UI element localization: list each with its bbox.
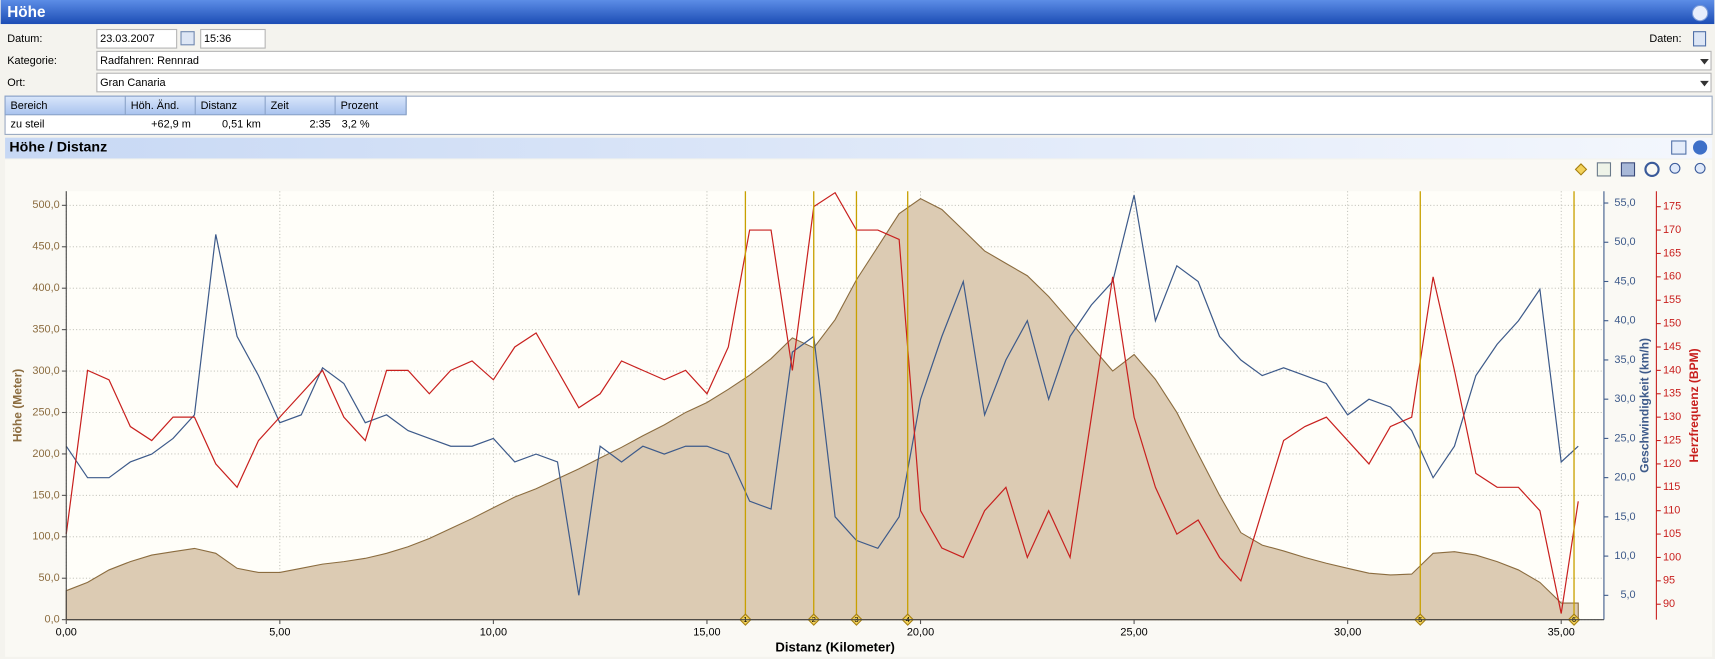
y2-tick-label: 15,0 <box>1614 511 1635 523</box>
line <box>65 191 1579 614</box>
y-tick-label: 350,0 <box>32 324 59 336</box>
table-cell: zu steil <box>11 118 45 130</box>
x-tick-label: 0,00 <box>56 627 77 639</box>
y-tick-label: 200,0 <box>32 448 59 460</box>
y2-tick-label: 50,0 <box>1614 236 1635 248</box>
y3-tick-label: 125 <box>1663 434 1681 446</box>
category-select[interactable] <box>96 50 1712 71</box>
chart-header <box>5 137 1713 159</box>
save-tool[interactable] <box>1620 162 1636 177</box>
y3-tick-label: 160 <box>1663 271 1681 283</box>
date-input[interactable] <box>96 28 178 49</box>
y-tick-label: 50,0 <box>38 572 59 584</box>
y3-tick-label: 170 <box>1663 224 1681 236</box>
y3-tick-label: 155 <box>1663 294 1681 306</box>
title-bar <box>0 0 1715 25</box>
place-value: Gran Canaria <box>100 77 166 89</box>
fit-tool[interactable] <box>1644 161 1660 178</box>
x-tick-label: 25,00 <box>1120 627 1147 639</box>
table-cell: 3,2 % <box>342 118 370 130</box>
y2-tick-label: 5,0 <box>1620 589 1635 601</box>
column-header: Distanz <box>201 100 237 112</box>
x-tick-label: 20,00 <box>907 627 934 639</box>
y2-tick-label: 40,0 <box>1614 315 1635 327</box>
y3-tick-label: 135 <box>1663 388 1681 400</box>
x-tick-label: 5,00 <box>269 627 290 639</box>
marker-tool[interactable] <box>1574 163 1588 176</box>
y3-tick-label: 90 <box>1663 598 1675 610</box>
x-tick-label: 30,00 <box>1334 627 1361 639</box>
y3-axis-title: Herzfrequenz (BPM) <box>1687 348 1701 462</box>
x-tick-label: 35,00 <box>1548 627 1575 639</box>
column-header: Zeit <box>271 100 289 112</box>
date-label: Datum: <box>7 33 42 45</box>
collapse-button[interactable] <box>1691 4 1709 22</box>
data-button[interactable] <box>1692 31 1707 47</box>
y-axis-title: Höhe (Meter) <box>10 369 24 442</box>
menu-button[interactable] <box>1692 140 1708 155</box>
y3-tick-label: 175 <box>1663 201 1681 213</box>
table-cell: +62,9 m <box>151 118 191 130</box>
zoom-out-tool[interactable] <box>1669 162 1681 174</box>
y-tick-label: 300,0 <box>32 365 59 377</box>
y3-tick-label: 95 <box>1663 575 1675 587</box>
y-tick-label: 250,0 <box>32 406 59 418</box>
y-tick-label: 500,0 <box>32 199 59 211</box>
y3-tick-label: 100 <box>1663 551 1681 563</box>
y3-tick-label: 165 <box>1663 247 1681 259</box>
y3-tick-label: 115 <box>1663 481 1680 493</box>
y2-tick-label: 20,0 <box>1614 472 1635 484</box>
y2-tick-label: 45,0 <box>1614 275 1635 287</box>
y2-tick-label: 30,0 <box>1614 393 1635 405</box>
chart-title: Höhe / Distanz <box>9 139 107 155</box>
time-input[interactable] <box>200 28 266 49</box>
y-tick-label: 450,0 <box>32 241 59 253</box>
y-tick-label: 100,0 <box>32 531 59 543</box>
column-header: Prozent <box>341 100 379 112</box>
table-cell: 2:35 <box>310 118 331 130</box>
plot: 0,00 5,00 10,00 15,00 20,00 25,00 30,00 35,00 0,… <box>10 191 1701 655</box>
table-body: Bereich Höh. Änd. Distanz Zeit Prozent zu ste… <box>11 96 407 130</box>
y-tick-label: 400,0 <box>32 282 59 294</box>
y3-tick-label: 130 <box>1663 411 1681 423</box>
y3-tick-label: 110 <box>1663 505 1680 517</box>
dropdown-arrow <box>1700 59 1709 65</box>
date-value: 23.03.2007 <box>100 33 155 45</box>
dropdown-arrow <box>1700 80 1709 87</box>
y-tick-label: 0,0 <box>45 614 60 626</box>
place-label: Ort: <box>7 77 25 89</box>
data-label: Daten: <box>1649 33 1681 45</box>
layout-button[interactable] <box>1671 140 1687 155</box>
zoom-in-tool[interactable] <box>1694 162 1706 174</box>
y2-tick-label: 35,0 <box>1614 354 1635 366</box>
panel-title: Höhe <box>7 4 45 21</box>
y-tick-label: 150,0 <box>32 489 59 501</box>
y3-tick-label: 150 <box>1663 317 1681 329</box>
y3-tick-label: 120 <box>1663 458 1681 470</box>
y3-tick-label: 140 <box>1663 364 1681 376</box>
line <box>65 195 1579 596</box>
y2-tick-label: 55,0 <box>1614 197 1635 209</box>
time-value: 15:36 <box>204 33 231 45</box>
y2-tick-label: 25,0 <box>1614 432 1635 444</box>
column-header: Bereich <box>11 100 48 112</box>
place-select[interactable] <box>96 72 1712 93</box>
y2-tick-label: 10,0 <box>1614 550 1635 562</box>
y2-axis-title: Geschwindigkeit (km/h) <box>1638 338 1652 473</box>
category-label: Kategorie: <box>7 55 57 67</box>
x-tick-label: 15,00 <box>693 627 720 639</box>
x-axis-title: Distanz (Kilometer) <box>775 640 894 655</box>
x-tick-label: 10,00 <box>480 627 507 639</box>
chart-tool[interactable] <box>1596 162 1612 177</box>
category-value: Radfahren: Rennrad <box>100 55 199 67</box>
y3-tick-label: 105 <box>1663 528 1681 540</box>
table-cell: 0,51 km <box>222 118 261 130</box>
calendar-button[interactable] <box>180 31 195 46</box>
column-header: Höh. Änd. <box>131 100 180 112</box>
y3-tick-label: 145 <box>1663 341 1681 353</box>
